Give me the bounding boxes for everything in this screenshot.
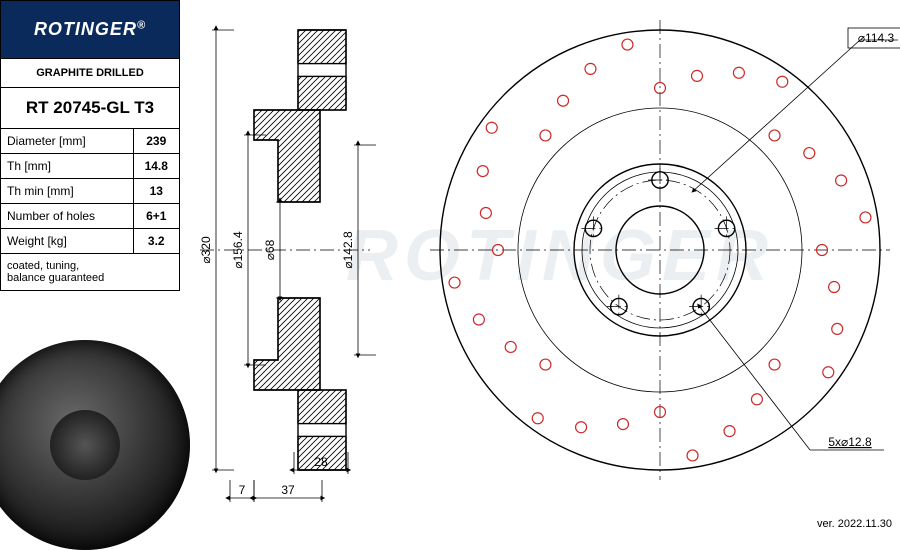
- spec-row: Number of holes6+1: [1, 204, 179, 229]
- svg-text:28: 28: [314, 455, 328, 469]
- brand-name: ROTINGER: [34, 19, 137, 39]
- disc-photo: [0, 340, 190, 550]
- spec-value: 239: [133, 129, 179, 154]
- spec-table: Diameter [mm]239Th [mm]14.8Th min [mm]13…: [1, 129, 179, 254]
- brand-mark: ®: [137, 20, 146, 32]
- spec-panel: ROTINGER® GRAPHITE DRILLED RT 20745-GL T…: [0, 0, 180, 291]
- brand-logo: ROTINGER®: [1, 1, 179, 59]
- svg-text:⌀142.8: ⌀142.8: [341, 231, 355, 269]
- product-subtitle: GRAPHITE DRILLED: [1, 59, 179, 88]
- spec-label: Number of holes: [1, 204, 133, 229]
- spec-label: Diameter [mm]: [1, 129, 133, 154]
- svg-text:5x⌀12.8: 5x⌀12.8: [828, 435, 872, 449]
- spec-value: 13: [133, 179, 179, 204]
- spec-row: Th [mm]14.8: [1, 154, 179, 179]
- svg-text:⌀320: ⌀320: [199, 236, 213, 264]
- version-label: ver. 2022.11.30: [817, 518, 892, 530]
- spec-label: Th min [mm]: [1, 179, 133, 204]
- spec-value: 3.2: [133, 229, 179, 254]
- spec-value: 6+1: [133, 204, 179, 229]
- spec-value: 14.8: [133, 154, 179, 179]
- spec-row: Diameter [mm]239: [1, 129, 179, 154]
- svg-text:7: 7: [239, 483, 246, 497]
- spec-label: Weight [kg]: [1, 229, 133, 254]
- svg-text:⌀114.3: ⌀114.3: [858, 31, 895, 45]
- spec-note: coated, tuning,balance guaranteed: [1, 254, 179, 290]
- svg-text:⌀156.4: ⌀156.4: [231, 231, 245, 269]
- svg-text:⌀68: ⌀68: [263, 239, 277, 260]
- watermark: ROTINGER: [346, 216, 774, 296]
- svg-text:37: 37: [281, 483, 295, 497]
- technical-drawing: ROTINGER ⌀320 ⌀156.4 ⌀68 ⌀142.8 7 37 28 ⌀114.3…: [180, 0, 900, 534]
- spec-label: Th [mm]: [1, 154, 133, 179]
- side-view: ⌀320 ⌀156.4 ⌀68 ⌀142.8 7 37 28: [199, 30, 376, 502]
- spec-row: Weight [kg]3.2: [1, 229, 179, 254]
- part-number: RT 20745-GL T3: [1, 88, 179, 129]
- spec-row: Th min [mm]13: [1, 179, 179, 204]
